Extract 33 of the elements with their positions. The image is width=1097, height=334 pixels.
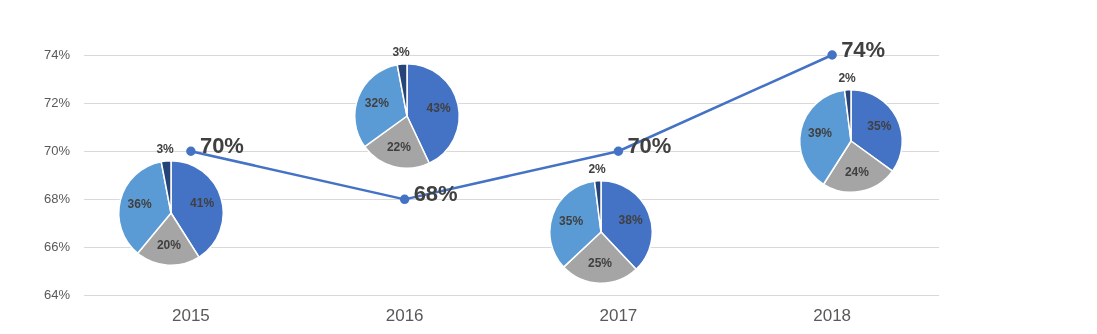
- y-tick-label: 74%: [43, 46, 71, 62]
- x-tick-label: 2016: [385, 306, 424, 326]
- data-label: 39%: [807, 126, 833, 141]
- y-tick-label: 68%: [43, 190, 71, 206]
- y-tick-label: 72%: [43, 94, 71, 110]
- data-label: 24%: [844, 164, 870, 179]
- x-tick-label: 2017: [599, 306, 638, 326]
- x-tick-label: 2018: [813, 306, 852, 326]
- data-label: 70%: [627, 133, 672, 159]
- data-label: 35%: [867, 118, 892, 133]
- y-tick-label: 64%: [43, 287, 71, 303]
- data-label: 35%: [559, 213, 584, 228]
- data-label: 41%: [190, 196, 215, 211]
- point: [827, 50, 837, 60]
- y-tick-label: 66%: [43, 239, 71, 255]
- data-label: 20%: [156, 237, 182, 252]
- x-tick-label: 2015: [171, 306, 210, 326]
- data-label: 36%: [127, 197, 152, 212]
- y-tick-label: 70%: [43, 142, 71, 158]
- data-label: 38%: [618, 212, 643, 227]
- data-label: 74%: [841, 37, 886, 63]
- data-label: 2%: [588, 162, 607, 177]
- data-label: 32%: [364, 96, 390, 111]
- data-label: 43%: [426, 101, 451, 116]
- point: [399, 194, 410, 205]
- data-label: 25%: [587, 256, 613, 271]
- data-label: 70%: [199, 133, 244, 159]
- data-label: 3%: [156, 142, 175, 157]
- point: [186, 146, 196, 156]
- data-label: 22%: [386, 139, 412, 154]
- point: [613, 146, 624, 156]
- data-label: 2%: [838, 71, 857, 86]
- data-label: 3%: [392, 45, 411, 60]
